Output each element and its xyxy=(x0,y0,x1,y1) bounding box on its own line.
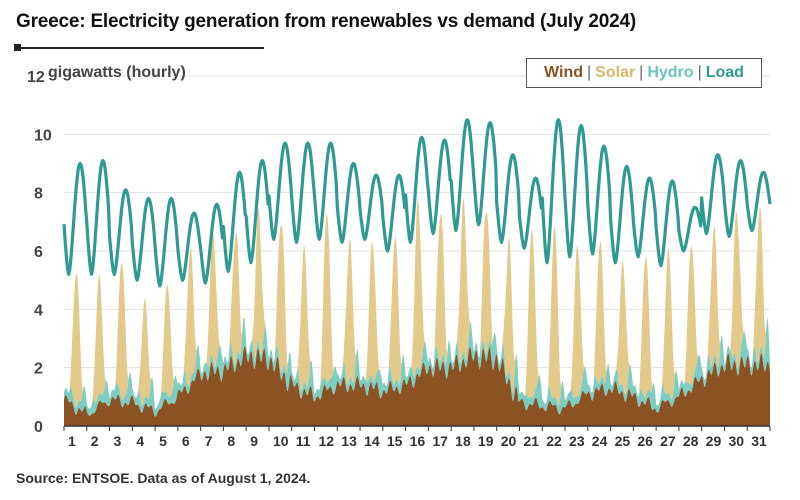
x-tick-label: 23 xyxy=(569,433,585,449)
x-tick-label: 21 xyxy=(523,433,539,449)
x-tick-label: 18 xyxy=(455,433,471,449)
y-tick-label: 4 xyxy=(34,302,43,319)
x-tick-label: 16 xyxy=(410,433,426,449)
x-tick-label: 4 xyxy=(136,433,144,449)
y-tick-label: 10 xyxy=(34,127,52,144)
x-tick-label: 6 xyxy=(182,433,190,449)
x-tick-label: 22 xyxy=(546,433,562,449)
x-tick-label: 12 xyxy=(319,433,335,449)
x-tick-label: 19 xyxy=(478,433,494,449)
y-axis-label: gigawatts (hourly) xyxy=(48,64,186,81)
x-tick-label: 25 xyxy=(615,433,631,449)
legend-load: Load xyxy=(705,64,744,81)
solar-area xyxy=(64,196,770,410)
x-tick-label: 9 xyxy=(250,433,258,449)
x-tick-label: 7 xyxy=(205,433,213,449)
load-line xyxy=(62,118,772,288)
y-tick-label: 2 xyxy=(34,361,43,378)
legend-wind: Wind xyxy=(544,64,583,81)
x-tick-label: 31 xyxy=(751,433,767,449)
x-tick-label: 30 xyxy=(728,433,744,449)
y-tick-label: 12 xyxy=(27,69,45,86)
x-tick-label: 14 xyxy=(364,433,380,449)
x-tick-label: 1 xyxy=(68,433,76,449)
title-underline xyxy=(16,47,264,49)
x-tick-label: 10 xyxy=(273,433,289,449)
legend-separator: | xyxy=(639,64,644,81)
legend-separator: | xyxy=(587,64,592,81)
x-tick-label: 8 xyxy=(227,433,235,449)
x-tick-label: 5 xyxy=(159,433,167,449)
x-tick-label: 20 xyxy=(501,433,517,449)
x-tick-label: 13 xyxy=(341,433,357,449)
title-underline-marker xyxy=(14,44,21,51)
legend-solar: Solar xyxy=(595,64,636,81)
wind-area xyxy=(64,346,770,426)
y-tick-label: 0 xyxy=(34,419,43,436)
legend-hydro: Hydro xyxy=(647,64,694,81)
hydro-area xyxy=(64,316,770,417)
x-tick-label: 15 xyxy=(387,433,403,449)
x-tick-label: 24 xyxy=(592,433,608,449)
y-tick-label: 8 xyxy=(34,186,43,203)
y-tick-label: 6 xyxy=(34,244,43,261)
x-tick-label: 11 xyxy=(296,433,311,449)
x-tick-label: 17 xyxy=(432,433,448,449)
x-tick-label: 3 xyxy=(114,433,122,449)
chart-legend: Wind | Solar | Hydro | Load xyxy=(526,58,762,88)
source-note: Source: ENTSOE. Data as of August 1, 202… xyxy=(16,470,311,486)
x-tick-label: 28 xyxy=(683,433,699,449)
x-tick-label: 27 xyxy=(660,433,676,449)
x-tick-label: 2 xyxy=(91,433,99,449)
x-tick-label: 29 xyxy=(706,433,722,449)
chart-title: Greece: Electricity generation from rene… xyxy=(16,11,636,32)
legend-separator: | xyxy=(697,64,702,81)
x-tick-label: 26 xyxy=(637,433,653,449)
